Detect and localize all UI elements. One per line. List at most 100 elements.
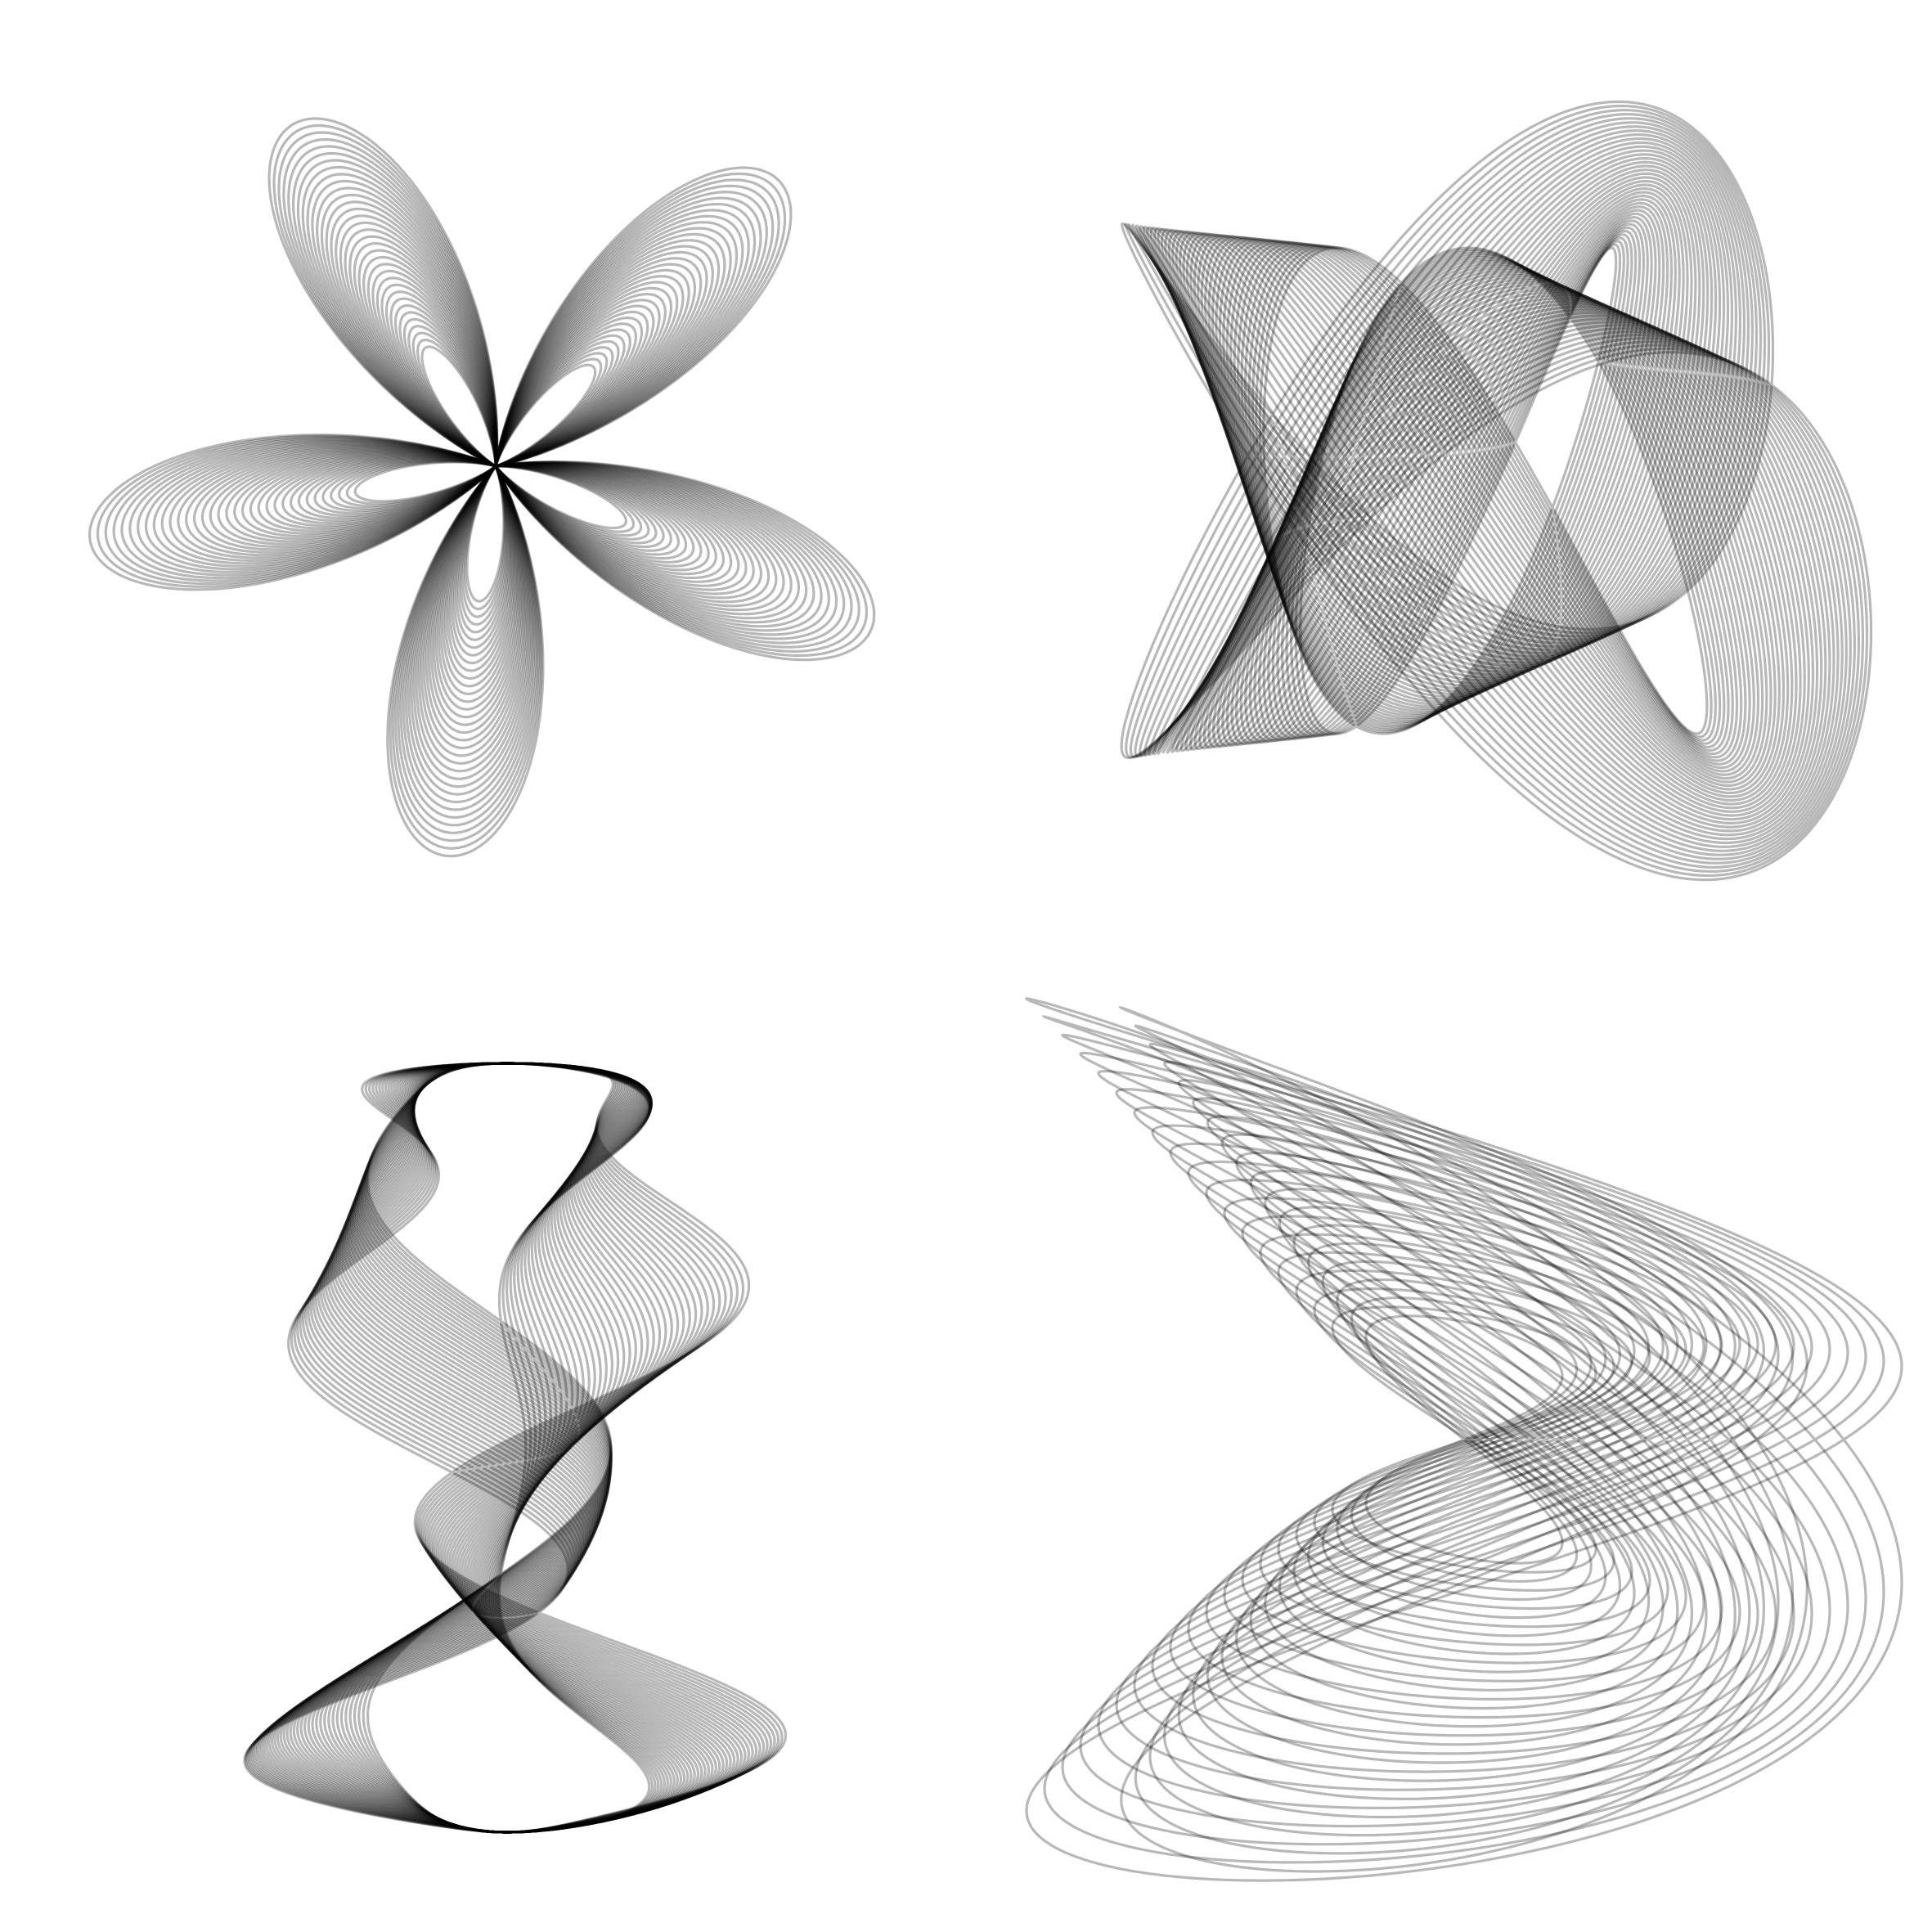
flower-curve xyxy=(345,338,636,611)
wave-curve xyxy=(289,1062,714,1834)
butterfly-curve xyxy=(1177,1079,1751,1800)
butterfly-curve xyxy=(1278,1206,1651,1674)
flower-curve xyxy=(265,269,710,688)
loop-curve xyxy=(1251,236,1722,745)
loop-curve xyxy=(1160,145,1827,837)
flower-curve xyxy=(160,179,808,789)
loop-curve xyxy=(1222,209,1755,773)
wave-curve xyxy=(362,1062,654,1834)
wave-curve xyxy=(307,1062,696,1834)
loop-curve xyxy=(1233,219,1743,762)
butterfly-curve xyxy=(1133,1106,1795,1773)
butterfly-curve xyxy=(1148,1042,1780,1837)
loop-curve xyxy=(1152,137,1835,845)
wave-curve xyxy=(339,1062,669,1834)
butterfly-curve xyxy=(1061,1033,1867,1846)
loop-curve xyxy=(1124,104,1869,878)
flower-curve xyxy=(96,124,869,850)
flower-curve xyxy=(217,228,755,735)
flower-curve xyxy=(290,290,688,665)
loop-curve xyxy=(1175,160,1810,821)
wave-curve xyxy=(282,1062,721,1834)
wave-curve xyxy=(273,1062,732,1834)
butterfly-curve xyxy=(1025,997,1903,1882)
butterfly-curve xyxy=(1041,1015,1885,1864)
wave-curve xyxy=(335,1062,672,1834)
butterfly-curve xyxy=(1350,1296,1579,1583)
butterfly-curve xyxy=(1292,1224,1636,1656)
butterfly-curve xyxy=(1097,1070,1831,1809)
flower-curve xyxy=(273,276,703,681)
loop-curve xyxy=(1182,168,1802,813)
flower-curve xyxy=(257,263,717,696)
loop-curve xyxy=(1131,113,1860,869)
wave-curve xyxy=(243,1062,788,1834)
butterfly-curve xyxy=(1192,1097,1737,1782)
wave-curve xyxy=(285,1062,717,1834)
loop-curve xyxy=(1157,141,1831,841)
loop-curve xyxy=(1200,186,1781,795)
loop-curve xyxy=(1149,133,1840,849)
butterfly-curve xyxy=(1307,1242,1621,1638)
flower-curve xyxy=(128,151,838,819)
loop-curve xyxy=(1193,179,1790,802)
wave-curve xyxy=(344,1062,666,1834)
flower-curve xyxy=(177,193,793,773)
flower-curve xyxy=(185,200,785,765)
butterfly-curve xyxy=(1169,1142,1759,1737)
loop-curve xyxy=(1215,201,1764,780)
butterfly-curve xyxy=(1206,1115,1723,1764)
wave-curve xyxy=(270,1062,736,1834)
flower-curve xyxy=(200,214,771,749)
wave-curve xyxy=(311,1062,693,1834)
wave-curve xyxy=(348,1062,663,1834)
wave-curve xyxy=(327,1062,679,1834)
wave-curve xyxy=(254,1062,762,1834)
butterfly-curve xyxy=(1187,1160,1741,1719)
flower-curve xyxy=(192,207,778,757)
butterfly-curve xyxy=(1259,1233,1669,1647)
loop-curve xyxy=(1229,216,1747,766)
flower-curve xyxy=(209,221,762,742)
loop-curve xyxy=(1120,100,1873,882)
butterfly-curve xyxy=(1364,1314,1564,1565)
butterfly-curve xyxy=(1277,1251,1651,1629)
wave-curve xyxy=(299,1062,703,1834)
butterfly-curve xyxy=(1249,1169,1679,1710)
butterfly-curve xyxy=(1313,1287,1615,1592)
butterfly-curve xyxy=(1336,1278,1593,1602)
wave-curve xyxy=(265,1062,744,1834)
wave-curve xyxy=(263,1062,747,1834)
wave-curve xyxy=(258,1062,754,1834)
flower-curve xyxy=(330,325,650,627)
flower-curve xyxy=(305,303,672,649)
wave-curve xyxy=(267,1062,739,1834)
butterfly-curve xyxy=(1331,1305,1597,1574)
loop-curve xyxy=(1207,194,1772,788)
loop-curve xyxy=(1236,222,1739,759)
butterfly-curve xyxy=(1220,1133,1708,1746)
wave-curve xyxy=(295,1062,707,1834)
loop-curve xyxy=(1185,172,1798,810)
loop-curve xyxy=(1240,226,1734,756)
loop-curve xyxy=(1211,198,1768,784)
butterfly-curve xyxy=(1205,1179,1723,1701)
butterfly-curve xyxy=(1321,1260,1607,1620)
loop-curve xyxy=(1189,176,1794,806)
flower-curve xyxy=(168,186,801,780)
flower-curve xyxy=(144,165,823,804)
loop-curve xyxy=(1126,108,1865,874)
flower-curve xyxy=(104,131,860,842)
butterfly-curve xyxy=(1134,1024,1795,1855)
flower-curve xyxy=(120,145,846,827)
butterfly-curve xyxy=(1117,1006,1808,1873)
flower-curve xyxy=(281,283,695,672)
flower-curve xyxy=(297,297,681,657)
butterfly-curve xyxy=(1235,1151,1693,1728)
loop-curve xyxy=(1197,183,1786,798)
wave-curve xyxy=(353,1062,660,1834)
wave-curve xyxy=(279,1062,725,1834)
flower-curve xyxy=(112,137,853,834)
